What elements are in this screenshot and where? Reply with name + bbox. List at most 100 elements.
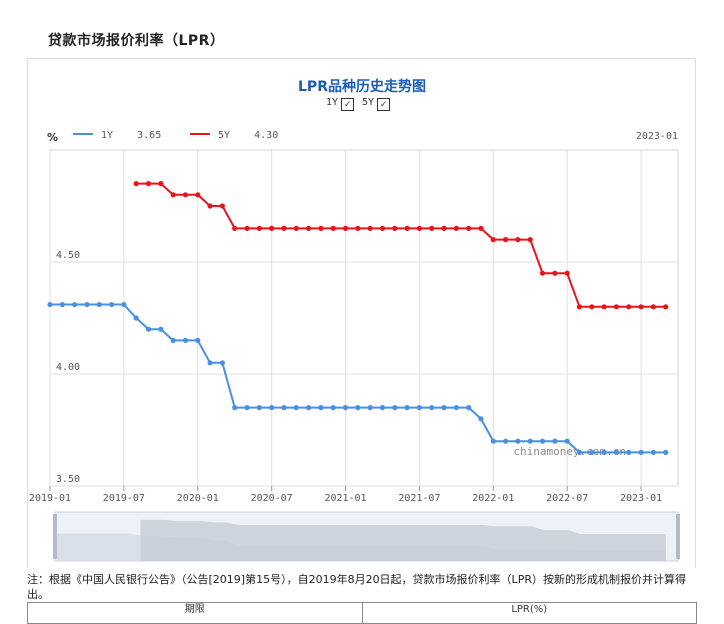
- toggle-1y-checkbox[interactable]: ✓: [341, 98, 354, 111]
- data-point-5y: [244, 225, 250, 231]
- data-point-5y: [650, 304, 656, 310]
- data-point-1y: [293, 405, 299, 411]
- x-tick-label: 2020-01: [177, 493, 219, 504]
- data-point-5y: [293, 225, 299, 231]
- data-point-5y: [478, 225, 484, 231]
- data-point-5y: [330, 225, 336, 231]
- data-point-1y: [478, 416, 484, 422]
- chart-title: LPR品种历史走势图: [298, 79, 426, 95]
- data-point-1y: [379, 405, 386, 411]
- data-point-5y: [305, 225, 312, 231]
- data-point-5y: [552, 270, 558, 276]
- data-point-5y: [663, 304, 669, 310]
- data-point-5y: [256, 225, 262, 231]
- series-toggles: 1Y ✓ 5Y ✓: [0, 97, 724, 111]
- data-point-5y: [219, 203, 225, 209]
- page-heading: 贷款市场报价利率（LPR）: [48, 33, 225, 49]
- data-point-1y: [638, 449, 644, 455]
- x-tick-label: 2021-01: [324, 493, 366, 504]
- data-point-5y: [392, 225, 398, 231]
- data-point-1y: [552, 438, 558, 444]
- x-tick-label: 2019-01: [29, 493, 71, 504]
- toggle-5y-label: 5Y: [362, 97, 375, 108]
- data-point-5y: [207, 203, 213, 209]
- data-point-1y: [318, 405, 324, 411]
- table-header-lpr: LPR(%): [361, 603, 697, 623]
- data-point-1y: [232, 405, 238, 411]
- data-point-1y: [613, 449, 620, 455]
- legend-value-5y: 4.30: [254, 130, 279, 141]
- data-point-5y: [355, 225, 361, 231]
- data-point-1y: [404, 405, 410, 411]
- data-point-1y: [515, 438, 521, 444]
- x-tick-label: 2022-01: [472, 493, 514, 504]
- x-tick-label: 2021-07: [398, 493, 440, 504]
- data-point-5y: [626, 304, 632, 310]
- latest-date-label: 2023-01: [635, 131, 678, 142]
- data-point-1y: [72, 301, 78, 308]
- data-point-1y: [453, 405, 459, 411]
- data-point-1y: [650, 449, 656, 455]
- data-point-5y: [638, 304, 644, 310]
- data-point-5y: [466, 225, 472, 231]
- data-point-1y: [207, 360, 213, 366]
- data-point-5y: [429, 225, 435, 231]
- data-point-1y: [145, 326, 152, 332]
- x-tick-label: 2019-07: [103, 493, 145, 504]
- data-point-5y: [367, 225, 373, 231]
- toggle-5y-checkbox[interactable]: ✓: [377, 98, 391, 111]
- watermark: chinamoney.com.cn: [513, 445, 626, 458]
- data-point-1y: [121, 301, 127, 308]
- data-point-1y: [539, 438, 546, 444]
- data-point-1y: [59, 301, 65, 308]
- data-point-1y: [601, 449, 607, 455]
- data-point-1y: [503, 438, 509, 444]
- data-point-1y: [269, 405, 275, 411]
- data-point-1y: [564, 438, 570, 444]
- data-point-5y: [269, 225, 275, 231]
- data-point-5y: [441, 225, 447, 231]
- data-point-5y: [182, 192, 189, 198]
- data-point-1y: [305, 405, 312, 411]
- data-point-5y: [379, 225, 386, 231]
- data-point-1y: [367, 405, 373, 411]
- data-point-5y: [503, 237, 509, 243]
- data-point-5y: [453, 225, 459, 231]
- legend-value-1y: 3.65: [137, 130, 162, 141]
- plot-area: [49, 149, 679, 487]
- data-point-1y: [133, 315, 139, 321]
- data-point-5y: [133, 181, 139, 187]
- data-point-1y: [256, 405, 262, 411]
- data-point-1y: [416, 405, 423, 411]
- navigator-area-5y: [140, 519, 666, 561]
- data-point-1y: [429, 405, 435, 411]
- y-tick-label: 4.50: [56, 250, 80, 261]
- data-point-1y: [392, 405, 398, 411]
- data-point-1y: [589, 449, 595, 455]
- navigator-handle-right[interactable]: [676, 514, 680, 559]
- series-line-5y: [136, 182, 666, 308]
- data-point-5y: [601, 304, 607, 310]
- x-tick-label: 2022-07: [546, 493, 588, 504]
- legend-item-1y[interactable]: 1Y 3.65: [73, 130, 161, 141]
- legend-swatch-5y: [190, 133, 210, 135]
- data-point-5y: [145, 181, 152, 187]
- data-point-1y: [342, 405, 349, 411]
- data-point-1y: [108, 301, 115, 308]
- data-point-5y: [564, 270, 570, 276]
- data-point-5y: [515, 237, 521, 243]
- data-point-5y: [195, 192, 201, 198]
- data-point-5y: [158, 181, 164, 187]
- data-point-1y: [182, 337, 189, 343]
- data-point-1y: [84, 301, 90, 308]
- legend-swatch-1y: [73, 133, 93, 135]
- x-tick-label: 2020-07: [251, 493, 293, 504]
- right-border: [695, 58, 696, 568]
- navigator-handle-left[interactable]: [53, 514, 57, 559]
- data-point-5y: [281, 225, 287, 231]
- data-point-5y: [232, 225, 238, 231]
- legend-item-5y[interactable]: 5Y 4.30: [190, 130, 278, 141]
- footnote: 注：根据《中国人民银行公告》（公告[2019]第15号），自2019年8月20日…: [27, 573, 686, 601]
- data-point-1y: [96, 301, 102, 308]
